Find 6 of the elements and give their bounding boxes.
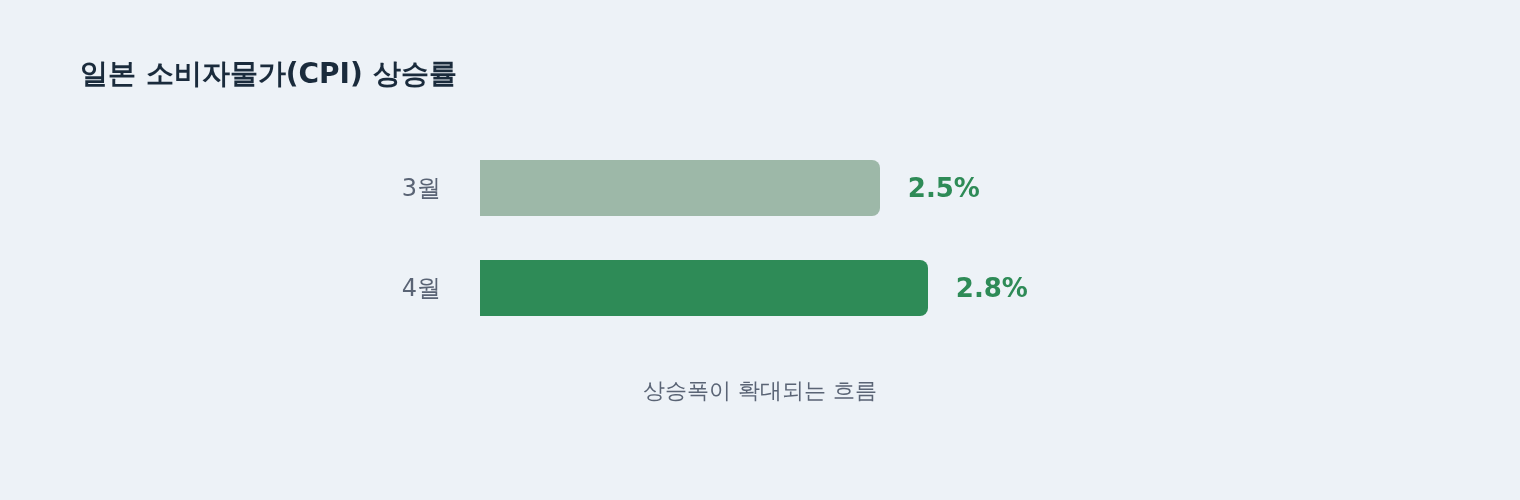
chart-title: 일본 소비자물가(CPI) 상승률 — [80, 56, 457, 90]
y-tick-label: 3월 — [401, 174, 441, 203]
y-tick-label: 4월 — [401, 274, 441, 303]
text: 상승폭이 확대되는 흐름 — [643, 378, 877, 403]
data-label: 2.8% — [955, 273, 1028, 303]
data-label: 2.5% — [907, 173, 980, 203]
